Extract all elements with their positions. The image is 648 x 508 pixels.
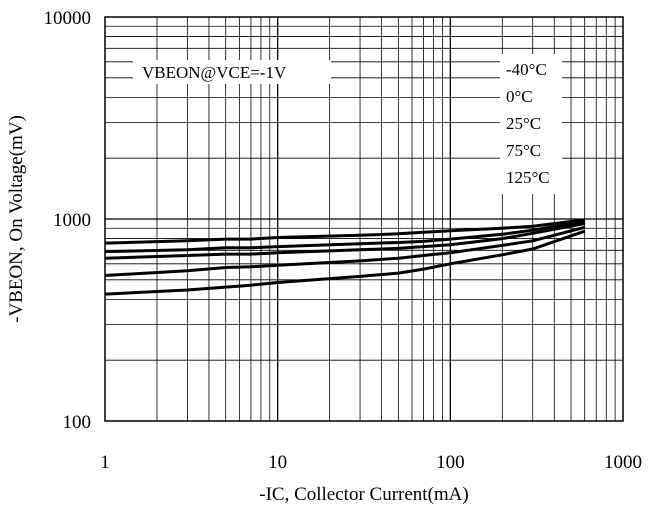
y-tick-label: 1000 <box>53 210 91 231</box>
y-tick-label: 100 <box>63 412 92 433</box>
annotation-text: VBEON@VCE=-1V <box>142 63 287 82</box>
x-tick-label: 10 <box>268 452 287 473</box>
y-axis-label: -VBEON, On Voltage(mV) <box>6 115 27 323</box>
x-tick-label: 100 <box>436 452 465 473</box>
plot-frame <box>104 16 624 422</box>
y-tick-label: 10000 <box>44 8 92 29</box>
series-line <box>104 229 586 296</box>
series-line <box>104 219 585 254</box>
series-line <box>104 218 585 245</box>
legend-entry: 0°C <box>506 87 533 106</box>
legend: -40°C 0°C 25°C 75°C 125°C <box>500 54 562 194</box>
legend-entry: -40°C <box>506 60 547 79</box>
x-tick-label: 1000 <box>604 452 642 473</box>
x-axis-label: -IC, Collector Current(mA) <box>259 484 468 505</box>
legend-entry: 25°C <box>506 114 541 133</box>
x-tick-label: 1 <box>100 452 110 473</box>
y-axis-ticks: 100 1000 10000 <box>44 8 92 433</box>
series-line <box>104 222 585 260</box>
legend-entry: 125°C <box>506 168 550 187</box>
annotation-box: VBEON@VCE=-1V <box>133 60 331 84</box>
series-group <box>104 218 586 296</box>
x-axis-ticks: 1 10 100 1000 <box>100 452 642 473</box>
legend-entry: 75°C <box>506 141 541 160</box>
series-line <box>104 225 586 277</box>
